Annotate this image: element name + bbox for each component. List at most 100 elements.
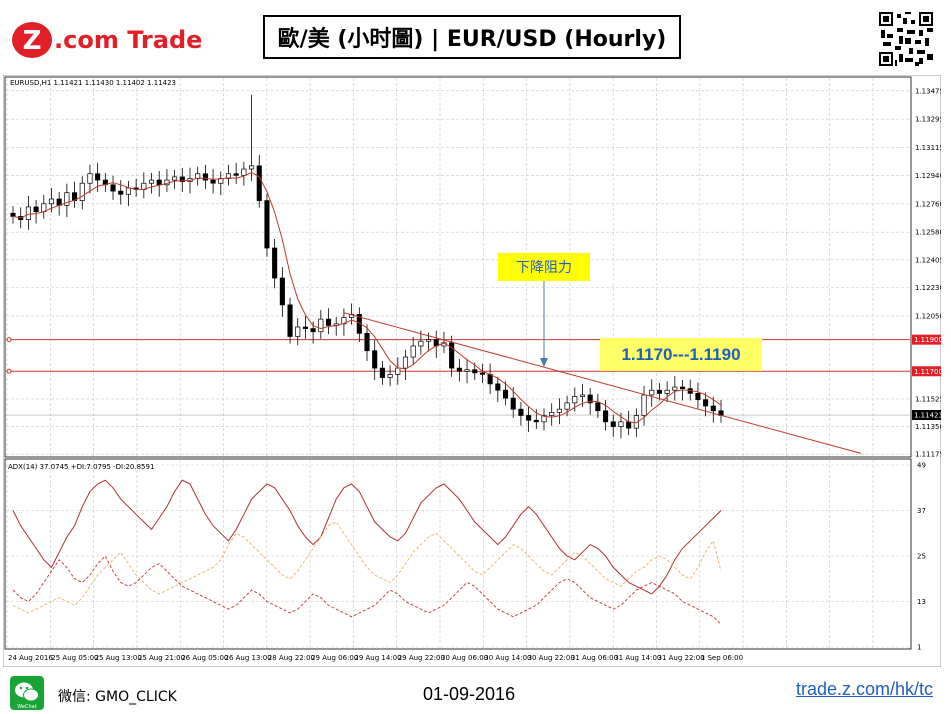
candle-body [610,421,616,427]
candle-body [10,212,16,217]
candle-body [48,198,55,205]
candle-body [95,173,101,181]
candle-body [379,367,385,378]
wechat-icon: WeChat [10,676,44,710]
x-tick-label: 1 Sep 06:00 [701,654,743,662]
candle-body [118,190,124,195]
candle-body [410,345,416,358]
website-link[interactable]: trade.z.com/hk/tc [796,679,934,699]
candle-body [418,340,424,347]
candle-body [302,326,308,329]
candle-body [533,419,539,423]
y-tick-label: 1.13295 [915,116,941,124]
price-chart-header: EURUSD,H1 1.11421 1.11430 1.11402 1.1142… [10,79,176,87]
price-pane [4,76,912,458]
candle-body [572,396,578,404]
resistance-marker [6,337,12,343]
x-tick-label: 31 Aug 22:00 [658,654,705,662]
candle-body [564,402,570,410]
adx-y-tick-label: 1 [917,644,921,652]
x-tick-label: 29 Aug 06:00 [311,654,358,662]
resistance-price-label: 1.11700 [914,368,941,376]
candle-body [64,192,70,206]
candle-body [402,356,409,369]
candle-body [603,410,609,423]
candle-body [703,399,709,407]
x-tick-label: 29 Aug 14:00 [354,654,401,662]
x-tick-label: 25 Aug 05:00 [51,654,98,662]
x-tick-label: 31 Aug 14:00 [614,654,661,662]
candle-body [426,339,432,342]
y-tick-label: 1.11175 [915,451,941,459]
candle-body [172,176,178,181]
y-tick-label: 1.12050 [915,312,941,320]
adx-y-tick-label: 25 [917,553,926,561]
range-label: 1.1170---1.1190 [621,345,740,364]
wechat-icon-text: WeChat [17,704,36,710]
candle-body [626,421,632,429]
candle-body [125,187,131,195]
current-price-tag [912,410,941,421]
candle-body [502,389,509,399]
adx-pane [4,458,912,650]
candle-body [541,415,547,423]
candle-body [579,394,586,397]
candle-body [272,247,278,279]
candle-body [395,367,401,375]
descending-trendline [343,312,862,454]
chart-grid [6,78,910,648]
logo-brand-text: .com Trade [54,26,202,54]
candle-body [587,394,593,404]
resistance-price-tag [912,366,941,377]
candle-body [487,374,493,385]
candle-body [33,206,39,213]
y-tick-label: 1.12405 [915,256,941,264]
candle-body [256,165,262,201]
candle-body [710,405,716,412]
logo-z-letter: Z [23,26,42,56]
resistance-price-label: 1.11900 [914,336,941,344]
candle-body [156,179,162,186]
candle-body [526,415,532,421]
adx-series-adx [12,479,722,595]
x-tick-label: 31 Aug 06:00 [571,654,618,662]
candle-body [456,367,462,372]
range-label-box [600,338,762,371]
candle-body [464,369,470,372]
candle-body [310,328,316,333]
wechat-id: 微信: GMO_CLICK [58,689,177,705]
adx-layer [12,479,722,625]
candle-body [510,397,516,410]
adx-y-tick-label: 37 [917,507,926,515]
logo-z-circle [12,22,52,58]
candle-body [202,173,208,181]
x-tick-label: 30 Aug 14:00 [484,654,531,662]
candle-body [25,206,31,220]
candle-body [556,408,562,413]
chart-area: 24 Aug 2016 25 Aug 05:00 25 Aug 13:00 25 Au… [3,75,941,667]
x-tick-label: 26 Aug 13:00 [225,654,272,662]
candle-body [479,372,485,375]
annotation-box [498,253,590,281]
adx-y-tick-label: 13 [917,598,926,606]
y-tick-label: 1.11350 [915,423,941,431]
annotation-label: 下降阻力 [516,260,572,276]
candle-body [233,173,239,176]
candle-body [664,389,670,394]
x-tick-label: 28 Aug 22:00 [268,654,315,662]
page-title: 歐/美 (小时圖) | EUR/USD (Hourly) [263,15,681,59]
x-tick-label: 25 Aug 21:00 [138,654,185,662]
resistance-price-tag [912,334,941,345]
x-tick-label: 30 Aug 22:00 [528,654,575,662]
zcom-trade-logo: Z .com Trade [12,22,202,58]
candle-body [179,176,185,182]
candle-body [595,402,601,412]
candle-body [549,411,555,416]
candle-body [641,394,647,416]
x-tick-label: 24 Aug 2016 [8,654,53,662]
candle-body [472,369,478,374]
y-tick-label: 1.12760 [915,200,941,208]
candle-body [279,277,285,306]
